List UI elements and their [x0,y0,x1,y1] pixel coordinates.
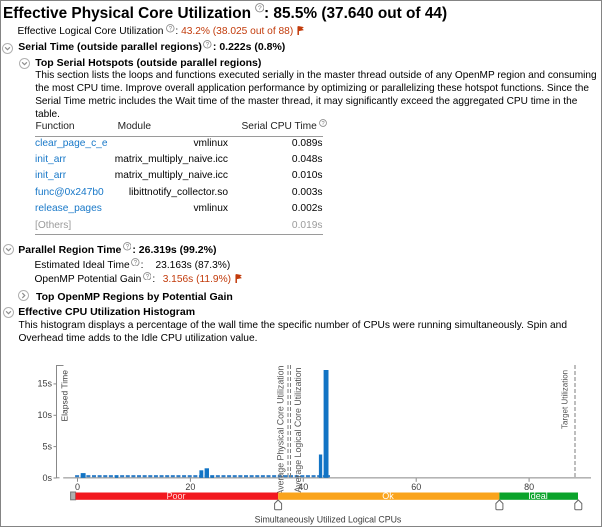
svg-text:80: 80 [524,482,534,492]
svg-text:?: ? [258,5,262,12]
svg-text:5s: 5s [42,441,52,451]
svg-text:Poor: Poor [166,491,185,501]
svg-text:Simultaneously Utilized Logica: Simultaneously Utilized Logical CPUs [255,515,402,525]
svg-text:Elapsed Time: Elapsed Time [59,370,69,422]
svg-text:Ideal: Ideal [528,491,548,501]
svg-text:0: 0 [75,482,80,492]
svg-text:?: ? [321,122,324,128]
svg-text:Average Logical Core Utilizati: Average Logical Core Utilization [293,367,303,492]
svg-text:20: 20 [185,482,195,492]
svg-text:Ok: Ok [382,491,394,501]
svg-text:10s: 10s [37,410,52,420]
svg-text:Target Utilization: Target Utilization [561,370,570,429]
svg-text:60: 60 [411,482,421,492]
svg-text:?: ? [169,27,173,33]
svg-text:40: 40 [298,482,308,492]
svg-text:15s: 15s [37,379,52,389]
svg-text:?: ? [146,275,150,281]
svg-text:?: ? [134,261,138,267]
svg-text:Average Physical Core Utilizat: Average Physical Core Utilization [275,365,285,495]
svg-text:?: ? [206,43,210,49]
svg-text:0s: 0s [42,473,52,483]
svg-text:?: ? [126,245,130,251]
